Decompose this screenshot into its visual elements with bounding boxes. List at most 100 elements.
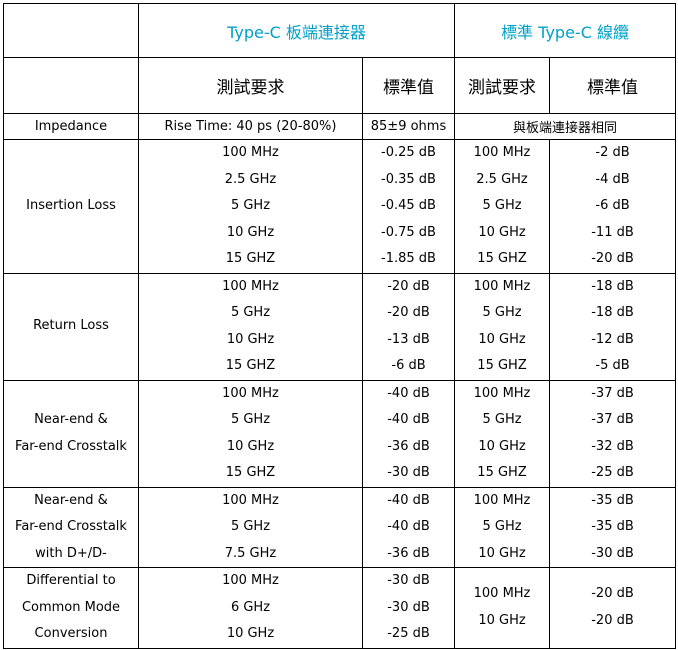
header-row-2: 測試要求 標準值 測試要求 標準值 (3, 57, 677, 114)
cable-std-value-line: -18 dB (591, 278, 634, 294)
group-label: Differential to Common Mode Conversion (3, 567, 139, 649)
board-connector-title: Type-C 板端連接器 (137, 3, 456, 58)
cable-std-value-line: -6 dB (595, 198, 630, 213)
cable-test-req-line: 100 MHz (473, 385, 531, 401)
cable-std-value-line: -11 dB (591, 224, 634, 240)
cable-test-req: 100 MHz 5 GHz 10 GHz 15 GHZ (454, 379, 551, 488)
group-label-line: Far-end Crosstalk (15, 438, 127, 454)
corner-cell-2 (3, 57, 139, 114)
cable-test-req-line: 15 GHZ (477, 251, 527, 266)
board-std-value: -40 dB -40 dB -36 dB (361, 486, 456, 568)
board-std-value-line: -6 dB (391, 358, 426, 373)
cable-test-req-line: 2.5 GHz (476, 171, 528, 187)
board-std-value: -0.25 dB -0.35 dB -0.45 dB -0.75 dB -1.85 dB (361, 139, 456, 274)
board-std-value-line: -25 dB (387, 626, 430, 641)
cable-std-value-line: -20 dB (591, 251, 634, 266)
cable-std-value: -35 dB -35 dB -30 dB (549, 486, 677, 568)
cable-test-req-line: 10 GHz (478, 545, 526, 561)
cable-std-value-line: -37 dB (591, 385, 634, 401)
group-label-line: with D+/D- (35, 545, 107, 561)
board-test-req-line: 100 MHz (222, 492, 279, 508)
group-label-line: Common Mode (21, 599, 121, 615)
group-label-line: Differential to (26, 573, 116, 588)
board-std-value-line: -36 dB (387, 438, 430, 454)
group-label-line: Conversion (34, 626, 108, 641)
spec-table: Type-C 板端連接器 標準 Type-C 線纜 測試要求 標準值 測試要求 … (3, 3, 677, 649)
board-std-value-line: -0.75 dB (381, 224, 436, 240)
corner-cell (3, 3, 139, 58)
cable-test-req-line: 15 GHZ (477, 465, 527, 480)
board-std-value-line: -20 dB (387, 305, 430, 320)
cable-test-req: 100 MHz 5 GHz 10 GHz (454, 486, 551, 568)
board-std-value-line: -0.35 dB (381, 171, 436, 187)
board-test-req-line: 100 MHz (222, 145, 279, 160)
group-label-line: Far-end Crosstalk (15, 519, 127, 534)
group-label-line: Return Loss (33, 318, 109, 334)
board-std-value: -40 dB -40 dB -36 dB -30 dB (361, 379, 456, 488)
board-test-req-line: 100 MHz (222, 573, 279, 588)
board-test-req-line: 10 GHz (226, 626, 275, 641)
board-test-req-line: 5 GHz (230, 519, 271, 534)
cable-test-req-line: 5 GHz (482, 519, 522, 534)
board-test-req: 100 MHz 5 GHz 7.5 GHz (138, 486, 363, 568)
impedance-board-req: Rise Time: 40 ps (20-80%) (138, 113, 363, 140)
cable-test-req-line: 5 GHz (482, 198, 522, 213)
cable-std-value: -37 dB -37 dB -32 dB -25 dB (549, 379, 677, 488)
impedance-board-val: 85±9 ohms (361, 113, 456, 140)
cable-std-value: -2 dB -4 dB -6 dB -11 dB -20 dB (549, 139, 677, 274)
board-test-req: 100 MHz 2.5 GHz 5 GHz 10 GHz 15 GHZ (138, 139, 363, 274)
cable-test-req-line: 100 MHz (473, 586, 531, 602)
cable-std-value-line: -4 dB (595, 171, 630, 187)
board-test-req-line: 10 GHz (226, 438, 275, 454)
board-std-value-line: -40 dB (387, 385, 430, 401)
board-std-value-line: -30 dB (387, 599, 430, 615)
cable-std-value-line: -20 dB (591, 586, 634, 602)
board-std-value-line: -40 dB (387, 412, 430, 427)
cable-test-req-header: 測試要求 (454, 57, 551, 114)
board-test-req-line: 6 GHz (230, 599, 271, 615)
cable-std-value: -20 dB -20 dB (549, 567, 677, 649)
group-label: Near-end & Far-end Crosstalk (3, 379, 139, 488)
cable-test-req-line: 10 GHz (478, 224, 526, 240)
cable-test-req-line: 5 GHz (482, 412, 522, 427)
board-test-req-line: 5 GHz (230, 412, 271, 427)
cable-std-value-line: -18 dB (591, 305, 634, 320)
board-test-req: 100 MHz 5 GHz 10 GHz 15 GHZ (138, 272, 363, 381)
test-group-row: Near-end & Far-end Crosstalk with D+/D- 100… (3, 486, 677, 568)
cable-std-value-line: -37 dB (591, 412, 634, 427)
board-std-value-line: -30 dB (387, 465, 430, 480)
group-label-line: Near-end & (34, 492, 108, 508)
header-row-1: Type-C 板端連接器 標準 Type-C 線纜 (3, 3, 677, 58)
cable-std-value-line: -20 dB (591, 612, 634, 628)
board-test-req-line: 10 GHz (226, 224, 275, 240)
board-std-value-line: -40 dB (387, 519, 430, 534)
cable-std-value-line: -30 dB (591, 545, 634, 561)
test-group-row: Near-end & Far-end Crosstalk 100 MHz 5 GHz 1… (3, 379, 677, 488)
board-std-value-line: -1.85 dB (381, 251, 436, 266)
board-test-req-header: 測試要求 (138, 57, 363, 114)
impedance-row: Impedance Rise Time: 40 ps (20-80%) 85±9… (3, 113, 677, 140)
cable-std-value-header: 標準值 (549, 57, 677, 114)
cable-test-req-line: 15 GHZ (477, 358, 527, 373)
board-test-req-line: 5 GHz (230, 305, 271, 320)
board-std-value-line: -13 dB (387, 331, 430, 347)
cable-title: 標準 Type-C 線纜 (454, 3, 677, 58)
cable-test-req-line: 100 MHz (473, 145, 531, 160)
cable-test-req-line: 100 MHz (473, 492, 531, 508)
board-test-req: 100 MHz 5 GHz 10 GHz 15 GHZ (138, 379, 363, 488)
board-std-value-line: -36 dB (387, 545, 430, 561)
cable-test-req: 100 MHz 10 GHz (454, 567, 551, 649)
board-std-value-line: -20 dB (387, 278, 430, 294)
board-std-value-header: 標準值 (361, 57, 456, 114)
board-test-req-line: 15 GHZ (225, 358, 276, 373)
board-std-value-line: -0.45 dB (381, 198, 436, 213)
cable-std-value-line: -12 dB (591, 331, 634, 347)
group-label-line: Near-end & (34, 412, 108, 427)
board-std-value-line: -40 dB (387, 492, 430, 508)
board-test-req-line: 100 MHz (222, 278, 279, 294)
test-group-row: Differential to Common Mode Conversion 100 … (3, 567, 677, 649)
test-groups: Insertion Loss 100 MHz 2.5 GHz 5 GHz 10 GHz 1… (3, 139, 677, 649)
board-test-req: 100 MHz 6 GHz 10 GHz (138, 567, 363, 649)
board-std-value-line: -30 dB (387, 573, 430, 588)
group-label: Insertion Loss (3, 139, 139, 274)
